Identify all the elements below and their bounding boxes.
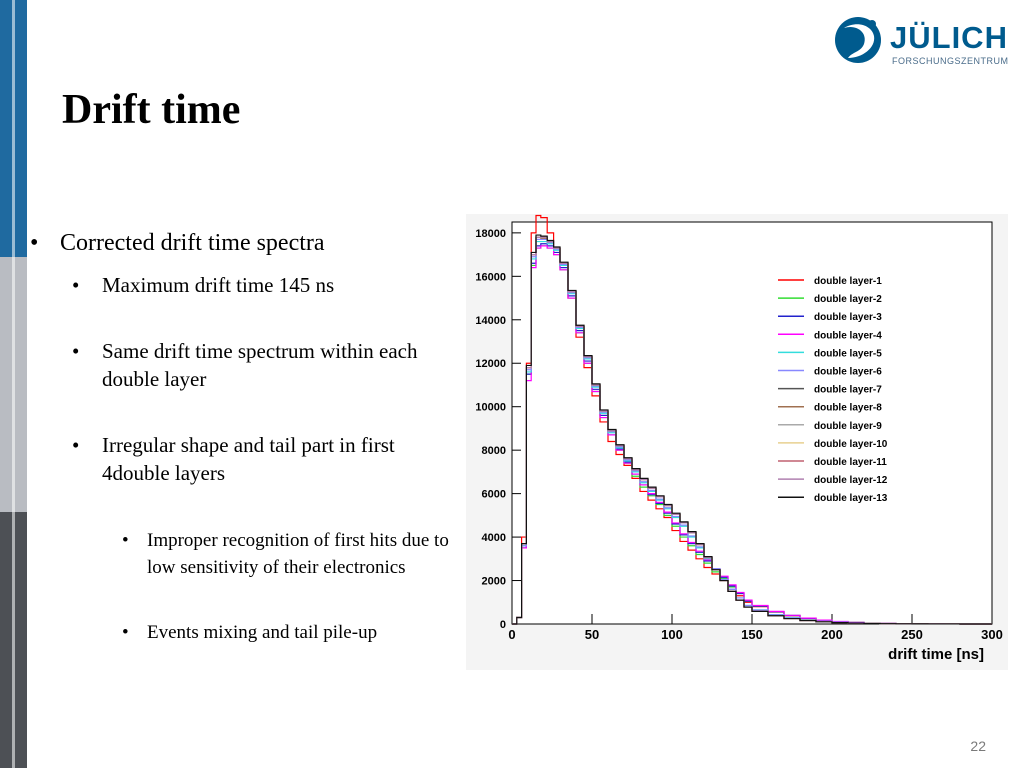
bullet-dot: • <box>122 530 129 551</box>
sidebar-decoration <box>0 0 27 768</box>
y-tick-label: 10000 <box>475 402 506 414</box>
bullet-sub-3-text: Irregular shape and tail part in first 4… <box>102 433 395 485</box>
legend-label-4: double layer-4 <box>814 330 882 341</box>
bullet-sub-3: • Irregular shape and tail part in first… <box>30 431 460 487</box>
page-number: 22 <box>970 738 986 754</box>
legend-label-12: double layer-12 <box>814 475 888 486</box>
y-tick-label: 8000 <box>482 445 506 457</box>
x-tick-label: 300 <box>981 627 1003 642</box>
bullet-main: • Corrected drift time spectra <box>30 230 460 257</box>
bullet-dot: • <box>122 622 129 643</box>
legend-label-6: double layer-6 <box>814 367 882 378</box>
bullet-sub-1-text: Maximum drift time 145 ns <box>102 273 335 297</box>
bullet-subsub-1-text: Improper recognition of first hits due t… <box>147 530 449 578</box>
y-tick-label: 6000 <box>482 489 506 501</box>
bullet-main-text: Corrected drift time spectra <box>60 230 325 256</box>
y-tick-label: 18000 <box>475 228 506 240</box>
x-axis-label: drift time [ns] <box>888 646 984 663</box>
x-tick-label: 100 <box>661 627 683 642</box>
bullet-sub-2: • Same drift time spectrum within each d… <box>30 337 460 393</box>
legend-label-1: double layer-1 <box>814 276 882 287</box>
sidebar-divider <box>12 0 15 768</box>
legend-label-9: double layer-9 <box>814 421 882 432</box>
logo-subtitle: FORSCHUNGSZENTRUM <box>892 56 1009 66</box>
legend-label-7: double layer-7 <box>814 385 882 396</box>
x-tick-label: 200 <box>821 627 843 642</box>
legend-label-10: double layer-10 <box>814 439 888 450</box>
drift-time-chart-svg: 0 50 100 150 200 250 300 0 2000 4000 6000 8000 10000… <box>475 214 1003 663</box>
y-tick-label: 14000 <box>475 315 506 327</box>
bullet-subsub-1: • Improper recognition of first hits due… <box>30 527 460 581</box>
logo-name: JÜLICH <box>890 20 1008 55</box>
x-tick-label: 50 <box>585 627 599 642</box>
julich-logo: JÜLICH FORSCHUNGSZENTRUM <box>834 14 1014 74</box>
bullet-dot: • <box>72 433 80 457</box>
x-tick-label: 0 <box>508 627 515 642</box>
bullet-list: • Corrected drift time spectra • Maximum… <box>30 230 460 646</box>
y-tick-label: 4000 <box>482 532 506 544</box>
bullet-dot: • <box>72 339 80 363</box>
x-tick-label: 150 <box>741 627 763 642</box>
series-line-13 <box>512 234 992 625</box>
legend-label-2: double layer-2 <box>814 294 882 305</box>
bullet-subsub-2-text: Events mixing and tail pile-up <box>147 622 378 643</box>
y-tick-label: 2000 <box>482 576 506 588</box>
y-tick-label: 0 <box>500 619 506 631</box>
bullet-sub-1: • Maximum drift time 145 ns <box>30 271 460 299</box>
drift-time-chart: 0 50 100 150 200 250 300 0 2000 4000 6000 8000 10000… <box>466 214 1008 670</box>
bullet-sub-2-text: Same drift time spectrum within each dou… <box>102 339 418 391</box>
x-tick-label: 250 <box>901 627 923 642</box>
legend-label-5: double layer-5 <box>814 348 882 359</box>
page-title: Drift time <box>62 87 241 133</box>
y-tick-label: 16000 <box>475 271 506 283</box>
legend-label-8: double layer-8 <box>814 403 882 414</box>
legend-label-3: double layer-3 <box>814 312 882 323</box>
bullet-dot: • <box>30 230 39 256</box>
bullet-subsub-2: • Events mixing and tail pile-up <box>30 619 460 646</box>
legend-label-13: double layer-13 <box>814 493 888 504</box>
y-tick-label: 12000 <box>475 358 506 370</box>
legend-label-11: double layer-11 <box>814 457 887 468</box>
plot-frame <box>511 221 993 625</box>
julich-logo-icon <box>835 17 881 63</box>
bullet-dot: • <box>72 273 80 297</box>
